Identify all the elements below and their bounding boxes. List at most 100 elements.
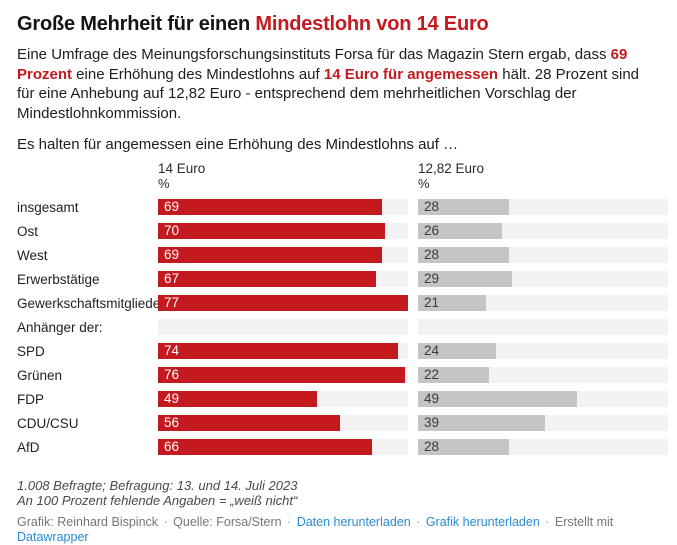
table-row: insgesamt 69 28 [17, 199, 668, 223]
value-label: 66 [164, 439, 180, 454]
bar-14-euro: 76 [158, 367, 405, 383]
bar-track: 39 [418, 415, 668, 431]
bar-14-euro: 74 [158, 343, 399, 359]
column-gap [408, 319, 418, 343]
bar-track: 21 [418, 295, 668, 311]
column-gap [408, 367, 418, 391]
source: Quelle: Forsa/Stern [173, 515, 282, 529]
download-data-link[interactable]: Daten herunterladen [296, 515, 411, 529]
value-label: 69 [164, 247, 180, 262]
column-gap [408, 439, 418, 463]
title-plain: Große Mehrheit für einen [17, 13, 256, 35]
bar-track: 69 [158, 247, 408, 263]
bar-track: 28 [418, 199, 668, 215]
bar-track: 67 [158, 271, 408, 287]
bar-14-euro: 66 [158, 439, 373, 455]
description-highlight: 69 Prozent [17, 46, 628, 83]
table-row: SPD 74 24 [17, 343, 668, 367]
column-gap [408, 343, 418, 367]
bar-14-euro: 77 [158, 295, 408, 311]
value-label: 28 [424, 439, 440, 454]
bar-track: 29 [418, 271, 668, 287]
bar-track [418, 319, 668, 335]
bar-12-82-euro: 26 [418, 223, 503, 239]
bar-track [158, 319, 408, 335]
chart-rows: insgesamt 69 28 Ost 70 26 West 69 28 Erwerbstätig… [17, 199, 668, 463]
bar-12-82-euro: 21 [418, 295, 487, 311]
bar-track: 70 [158, 223, 408, 239]
value-label: 69 [164, 199, 180, 214]
bar-14-euro: 69 [158, 247, 383, 263]
download-image-link[interactable]: Grafik herunterladen [425, 515, 540, 529]
bar-track: 66 [158, 439, 408, 455]
column-gap [408, 247, 418, 271]
category-label: Anhänger der: [17, 319, 103, 335]
bar-track: 49 [158, 391, 408, 407]
table-row: Erwerbstätige 67 29 [17, 271, 668, 295]
page-title: Große Mehrheit für einen Mindestlohn von… [17, 11, 660, 37]
bar-12-82-euro: 39 [418, 415, 545, 431]
bar-track: 77 [158, 295, 408, 311]
bar-track: 49 [418, 391, 668, 407]
value-label: 74 [164, 343, 180, 358]
chart-subtitle: Es halten für angemessen eine Erhöhung d… [17, 136, 459, 153]
bar-track: 56 [158, 415, 408, 431]
table-row: Ost 70 26 [17, 223, 668, 247]
bar-track: 26 [418, 223, 668, 239]
category-label: insgesamt [17, 199, 79, 215]
table-row: West 69 28 [17, 247, 668, 271]
bar-14-euro: 70 [158, 223, 386, 239]
category-label: West [17, 247, 48, 263]
value-label: 28 [424, 199, 440, 214]
value-label: 49 [164, 391, 180, 406]
column-gap [408, 199, 418, 223]
notes-line-2: An 100 Prozent fehlende Angaben = „weiß … [17, 493, 298, 508]
separator-dot: · [545, 515, 550, 529]
bar-12-82-euro: 49 [418, 391, 578, 407]
value-label: 70 [164, 223, 180, 238]
separator-dot: · [287, 515, 292, 529]
description-text: Eine Umfrage des Meinungsforschungsinsti… [17, 46, 611, 63]
column-gap [408, 415, 418, 439]
value-label: 77 [164, 295, 180, 310]
value-label: 56 [164, 415, 180, 430]
category-label: Erwerbstätige [17, 271, 100, 287]
bar-14-euro: 56 [158, 415, 340, 431]
bar-14-euro: 67 [158, 271, 376, 287]
bar-12-82-euro: 24 [418, 343, 496, 359]
value-label: 39 [424, 415, 440, 430]
percent-sign: % [418, 176, 430, 191]
bar-12-82-euro: 28 [418, 439, 509, 455]
separator-dot: · [163, 515, 168, 529]
column-label: 12,82 Euro [418, 161, 485, 176]
datawrapper-link[interactable]: Datawrapper [17, 530, 89, 544]
separator-dot: · [416, 515, 421, 529]
percent-sign: % [158, 176, 170, 191]
category-label: Gewerkschaftsmitglieder [17, 295, 158, 311]
column-gap [408, 295, 418, 319]
category-label: FDP [17, 391, 44, 407]
column-label: 14 Euro [158, 161, 206, 176]
bar-12-82-euro: 28 [418, 247, 509, 263]
bar-track: 76 [158, 367, 408, 383]
table-row: AfD 66 28 [17, 439, 668, 463]
column-gap [408, 391, 418, 415]
value-label: 21 [424, 295, 440, 310]
category-label: SPD [17, 343, 45, 359]
category-label: AfD [17, 439, 40, 455]
value-label: 29 [424, 271, 440, 286]
title-highlight: Mindestlohn von 14 Euro [255, 13, 489, 35]
bar-track: 69 [158, 199, 408, 215]
table-row: FDP 49 49 [17, 391, 668, 415]
value-label: 76 [164, 367, 180, 382]
column-gap [408, 271, 418, 295]
bar-14-euro: 69 [158, 199, 383, 215]
value-label: 49 [424, 391, 440, 406]
bar-12-82-euro: 22 [418, 367, 490, 383]
table-row: Grünen 76 22 [17, 367, 668, 391]
column-headers: 14 Euro % 12,82 Euro % [17, 161, 660, 191]
value-label: 67 [164, 271, 180, 286]
table-row: CDU/CSU 56 39 [17, 415, 668, 439]
attribution-line: Grafik: Reinhard Bispinck · Quelle: Fors… [17, 515, 660, 545]
